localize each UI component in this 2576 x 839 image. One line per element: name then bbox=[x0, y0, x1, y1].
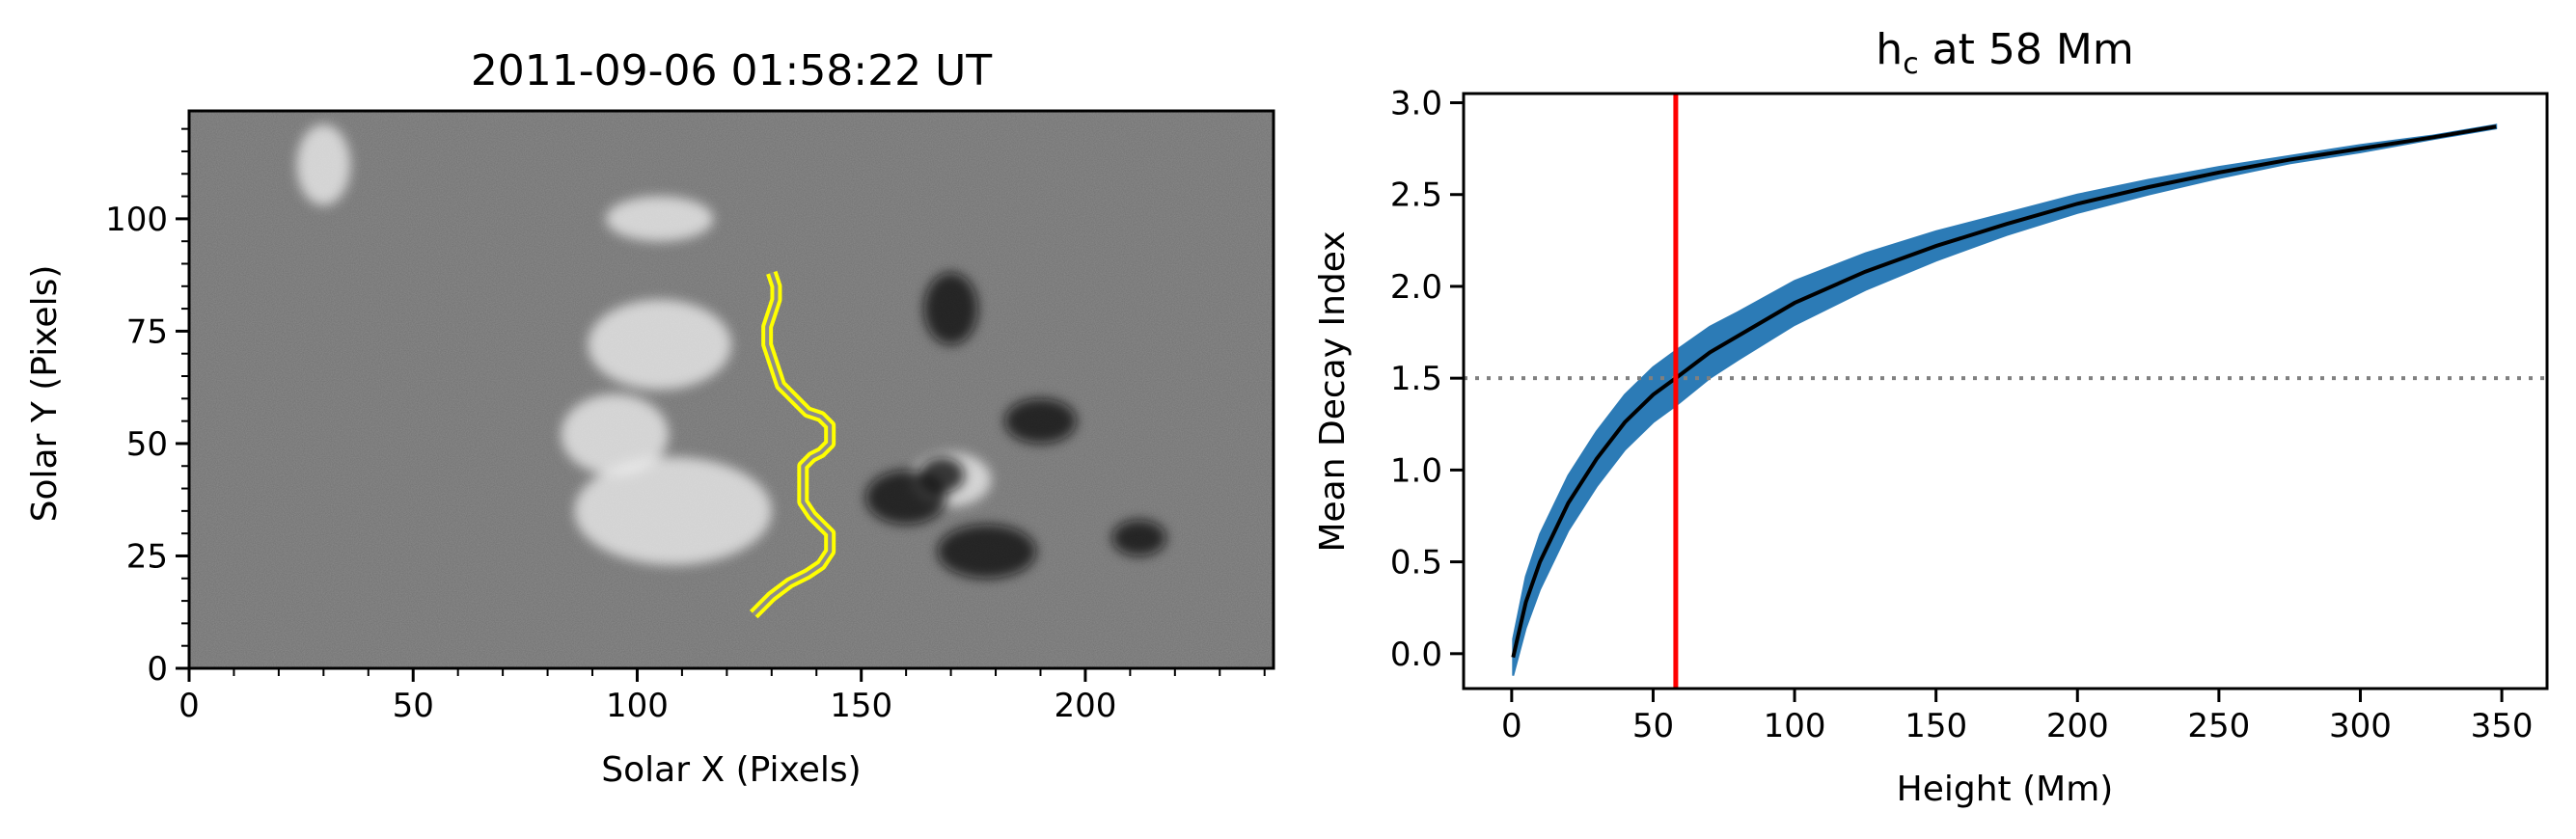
decay-index-x-ticks: 0 50 100 150 200 250 300 350 bbox=[1501, 689, 2534, 745]
x-tick-label: 0 bbox=[178, 687, 200, 725]
x-tick-label: 50 bbox=[1632, 707, 1674, 745]
x-tick-label: 100 bbox=[1764, 707, 1826, 745]
x-tick-label: 150 bbox=[830, 687, 892, 725]
positive-region bbox=[588, 299, 732, 390]
title-subscript: c bbox=[1903, 47, 1919, 81]
negative-region bbox=[1004, 398, 1077, 444]
magnetogram-y-ticks: 0 25 50 75 100 bbox=[105, 127, 189, 689]
magnetogram-image bbox=[189, 111, 1274, 668]
y-tick-label: 2.5 bbox=[1390, 176, 1442, 215]
magnetogram-noise bbox=[189, 111, 1274, 668]
x-tick-label: 200 bbox=[2046, 707, 2109, 745]
y-tick-label: 1.0 bbox=[1390, 451, 1442, 490]
negative-region bbox=[919, 456, 965, 494]
x-tick-label: 250 bbox=[2187, 707, 2250, 745]
decay-index-title: hc at 58 Mm bbox=[1876, 25, 2133, 81]
positive-region bbox=[561, 393, 669, 475]
x-tick-label: 350 bbox=[2471, 707, 2534, 745]
negative-region bbox=[923, 272, 978, 345]
y-tick-label: 0 bbox=[147, 650, 168, 689]
magnetogram-panel: 2011-09-06 01:58:22 UT 0 50 100 150 200 0 25 5… bbox=[25, 46, 1275, 790]
magnetogram-x-label: Solar X (Pixels) bbox=[601, 750, 861, 790]
y-tick-label: 0.0 bbox=[1390, 636, 1442, 674]
y-tick-label: 3.0 bbox=[1390, 85, 1442, 123]
magnetogram-y-label: Solar Y (Pixels) bbox=[25, 265, 65, 523]
y-tick-label: 1.5 bbox=[1390, 360, 1442, 398]
decay-index-y-ticks: 0.0 0.5 1.0 1.5 2.0 2.5 3.0 bbox=[1390, 85, 1464, 674]
negative-region bbox=[937, 524, 1036, 579]
positive-region bbox=[296, 123, 351, 205]
negative-region bbox=[1111, 520, 1166, 556]
y-tick-label: 0.5 bbox=[1390, 544, 1442, 582]
y-tick-label: 2.0 bbox=[1390, 268, 1442, 307]
positive-region bbox=[605, 196, 714, 242]
decay-index-panel: hc at 58 Mm 0 50 100 150 200 250 300 350 0.0 0.5… bbox=[1313, 25, 2549, 809]
y-tick-label: 25 bbox=[126, 537, 168, 576]
y-tick-label: 100 bbox=[105, 201, 168, 239]
y-tick-label: 75 bbox=[126, 312, 168, 351]
magnetogram-title: 2011-09-06 01:58:22 UT bbox=[471, 46, 992, 95]
positive-polarity-regions bbox=[296, 123, 992, 565]
magnetogram-x-ticks: 0 50 100 150 200 bbox=[178, 668, 1266, 725]
magnetogram-frame bbox=[187, 109, 1275, 670]
y-tick-label: 50 bbox=[126, 425, 168, 464]
decay-index-y-label: Mean Decay Index bbox=[1313, 230, 1353, 552]
pil-contour-inner bbox=[752, 272, 833, 616]
title-suffix: at 58 Mm bbox=[1919, 25, 2134, 74]
decay-index-frame bbox=[1462, 92, 2549, 690]
decay-index-x-label: Height (Mm) bbox=[1897, 770, 2114, 809]
mean-decay-line bbox=[1511, 124, 2497, 659]
x-tick-label: 200 bbox=[1054, 687, 1116, 725]
uncertainty-band bbox=[1512, 123, 2498, 676]
x-tick-label: 0 bbox=[1501, 707, 1522, 745]
x-tick-label: 300 bbox=[2329, 707, 2392, 745]
negative-polarity-regions bbox=[865, 272, 1166, 579]
positive-region bbox=[574, 456, 772, 565]
x-tick-label: 150 bbox=[1905, 707, 1967, 745]
title-h: h bbox=[1876, 25, 1903, 74]
x-tick-label: 100 bbox=[606, 687, 669, 725]
x-tick-label: 50 bbox=[393, 687, 434, 725]
